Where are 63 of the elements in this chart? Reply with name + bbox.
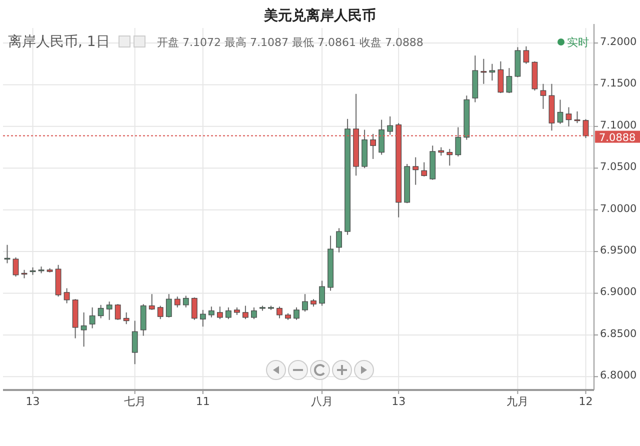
annotation: 开盘 7.1072 最高 7.1087 最低 7.0861 收盘 7.0888 bbox=[157, 36, 424, 49]
candlestick bbox=[387, 116, 394, 136]
ref-line-label: 7.0888 bbox=[599, 132, 636, 144]
y-tick-label: 7.2000 bbox=[600, 36, 637, 48]
candlestick bbox=[182, 295, 189, 308]
candlestick bbox=[523, 46, 530, 64]
candlestick bbox=[12, 256, 19, 278]
candlestick bbox=[557, 99, 564, 124]
candlestick bbox=[574, 110, 580, 124]
annotation: 实时 bbox=[567, 36, 589, 49]
candlestick bbox=[276, 306, 282, 319]
candlestick bbox=[412, 156, 419, 186]
candlestick bbox=[319, 280, 325, 306]
x-tick-label: 九月 bbox=[506, 395, 529, 408]
candlestick bbox=[106, 301, 112, 320]
candlestick bbox=[157, 305, 164, 320]
candlestick bbox=[489, 63, 496, 82]
x-tick-label: 13 bbox=[392, 395, 406, 408]
candlestick bbox=[506, 68, 512, 94]
x-tick-label: 13 bbox=[26, 395, 40, 408]
candlestick bbox=[4, 244, 10, 264]
candlestick bbox=[336, 228, 342, 253]
candlestick bbox=[421, 162, 428, 177]
candlestick bbox=[455, 126, 462, 157]
x-tick-label: 11 bbox=[196, 395, 210, 408]
candlestick bbox=[98, 304, 104, 319]
candlestick bbox=[217, 306, 223, 320]
candlestick bbox=[64, 288, 70, 304]
candlestick bbox=[294, 306, 300, 320]
y-tick-label: 7.0000 bbox=[600, 202, 637, 215]
y-tick-label: 7.1000 bbox=[600, 119, 637, 132]
candlestick bbox=[114, 304, 121, 320]
candlestick bbox=[378, 119, 385, 156]
candlestick bbox=[191, 296, 198, 320]
candlestick bbox=[480, 58, 487, 84]
candlestick bbox=[251, 306, 257, 320]
y-tick-label: 6.8000 bbox=[600, 370, 637, 382]
y-tick-label: 7.0500 bbox=[600, 161, 637, 174]
candlestick bbox=[566, 106, 572, 127]
y-tick-label: 6.9000 bbox=[600, 286, 637, 298]
candlestick bbox=[148, 294, 155, 310]
candlestick bbox=[208, 306, 214, 318]
candlestick bbox=[242, 305, 248, 320]
candlestick bbox=[302, 294, 308, 312]
candlestick bbox=[80, 312, 87, 348]
x-tick-label: 八月 bbox=[311, 395, 334, 408]
candlestick bbox=[200, 309, 206, 328]
candlestick bbox=[498, 60, 504, 94]
y-tick-label: 6.8500 bbox=[600, 328, 637, 340]
candlestick bbox=[123, 312, 130, 325]
annotation: 离岸人民币, 1日 bbox=[8, 34, 110, 50]
candlestick bbox=[166, 294, 172, 318]
x-tick-label: 12 bbox=[578, 395, 593, 408]
candlestick bbox=[540, 83, 546, 110]
candlestick bbox=[89, 306, 96, 329]
candlestick bbox=[226, 306, 232, 320]
y-tick-label: 7.1500 bbox=[600, 78, 637, 90]
candlestick bbox=[446, 148, 453, 166]
chart-title: 美元兑离岸人民币 bbox=[263, 7, 376, 24]
y-tick-label: 6.9500 bbox=[600, 244, 637, 257]
x-tick-label: 七月 bbox=[124, 395, 146, 408]
candlestick bbox=[174, 296, 180, 308]
candlestick bbox=[132, 320, 138, 365]
